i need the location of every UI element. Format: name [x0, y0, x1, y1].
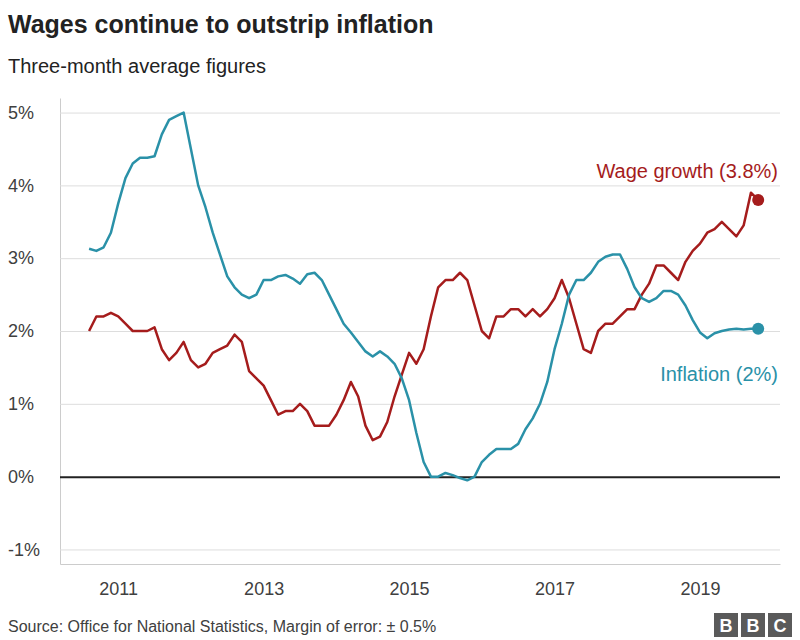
series-label: Wage growth (3.8%)	[596, 160, 778, 182]
y-tick: 5%	[8, 103, 780, 123]
x-axis-line	[61, 564, 781, 565]
logo-text: BBC	[720, 616, 787, 636]
chart: Wages continue to outstrip inflation Thre…	[0, 0, 800, 640]
x-tick-label: 2017	[535, 579, 575, 599]
x-tick-label: 2019	[680, 579, 720, 599]
y-tick-label: 0%	[8, 467, 34, 487]
series-line	[89, 193, 758, 441]
end-point	[752, 323, 764, 335]
grid-line	[60, 331, 780, 332]
x-tick-label: 2013	[244, 579, 284, 599]
grid-line	[60, 258, 780, 259]
logo: BBC	[714, 613, 792, 637]
logo-box	[768, 613, 792, 637]
x-axis: 2011 2013 2015 2017 2019	[61, 564, 781, 599]
logo-box	[714, 613, 738, 637]
x-tick-label: 2015	[390, 579, 430, 599]
grid-line	[60, 185, 780, 186]
logo-box	[741, 613, 765, 637]
y-tick-label: 4%	[8, 176, 34, 196]
x-tick: 2011	[99, 564, 138, 599]
grid-line	[60, 404, 780, 405]
x-tick: 2013	[244, 564, 284, 599]
y-tick: -1%	[8, 540, 780, 560]
x-tick: 2015	[390, 564, 430, 599]
y-tick-label: 5%	[8, 103, 34, 123]
end-point	[752, 194, 764, 206]
source: Source: Office for National Statistics, …	[8, 618, 436, 635]
y-tick-label: 2%	[8, 321, 34, 341]
subtitle: Three-month average figures	[8, 55, 266, 77]
y-tick: 0%	[8, 467, 780, 487]
y-tick: 2%	[8, 321, 780, 341]
y-tick-label: 1%	[8, 394, 34, 414]
series-labels: Wage growth (3.8%) Inflation (2%)	[596, 160, 778, 385]
series-label: Inflation (2%)	[660, 363, 778, 385]
title: Wages continue to outstrip inflation	[8, 10, 433, 38]
x-tick-label: 2011	[99, 579, 138, 599]
grid-line	[60, 113, 780, 114]
y-axis: -1% 0% 1% 2% 3% 4% 5%	[8, 99, 780, 565]
y-tick-label: 3%	[8, 248, 34, 268]
y-tick-label: -1%	[8, 540, 40, 560]
grid-line	[60, 549, 780, 550]
x-tick: 2019	[680, 564, 720, 599]
grid-line	[60, 476, 780, 478]
x-tick: 2017	[535, 564, 575, 599]
